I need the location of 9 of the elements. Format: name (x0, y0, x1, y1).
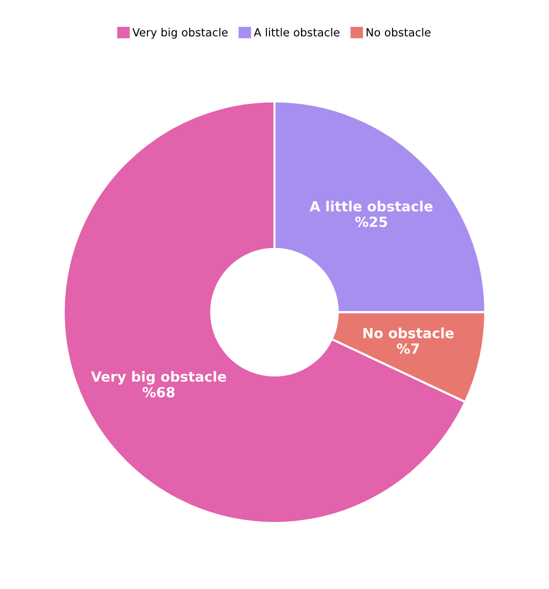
data-label: %7 (396, 343, 419, 354)
data-label: %68 (142, 386, 175, 398)
slice-label: A little obstacle (310, 200, 433, 212)
legend-label: Very big obstacle (132, 28, 228, 39)
slice-label: No obstacle (363, 328, 454, 338)
legend-label: A little obstacle (254, 28, 340, 36)
legend-label: No obstacle (366, 28, 430, 36)
slice-label: Very big obstacle (90, 371, 226, 385)
data-label: %25 (355, 216, 388, 228)
